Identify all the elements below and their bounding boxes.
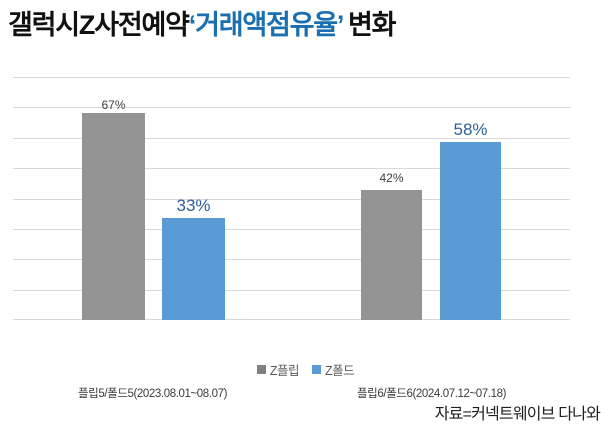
bar-zfold-2023[interactable] xyxy=(162,218,225,320)
category-label-2024: 플립6/폴드6(2024.07.12~07.18) xyxy=(356,388,506,400)
category-label-2023: 플립5/폴드5(2023.08.01~08.07) xyxy=(77,388,227,400)
bar-chart: 67% 33% 42% 58% 플립5/폴드5(2023.08.01~08.07… xyxy=(0,60,611,400)
title-part-2: 변화 xyxy=(342,10,396,40)
gridline xyxy=(13,199,570,200)
data-label-zfold-2024: 58% xyxy=(453,120,488,139)
legend-label-zfold: Z폴드 xyxy=(325,364,355,378)
title-accent-text: ‘거래액점유율’ xyxy=(188,10,344,40)
legend-label-zflip: Z플립 xyxy=(269,364,300,378)
chart-plot-area: 67% 33% 42% 58% xyxy=(13,77,570,320)
legend-swatch-icon-zflip xyxy=(256,365,266,374)
gridline xyxy=(13,107,570,108)
legend-item-zflip[interactable]: Z플립 xyxy=(256,360,300,379)
axis-baseline xyxy=(13,319,570,320)
bar-zfold-2024[interactable] xyxy=(440,142,501,320)
data-label-zflip-2023: 67% xyxy=(101,98,126,112)
data-label-zflip-2024: 42% xyxy=(379,171,404,185)
chart-legend: Z플립 Z폴드 xyxy=(0,360,611,379)
page-title: 갤럭시Z사전예약‘거래액점유율’ 변화 xyxy=(8,6,603,46)
legend-swatch-icon-zfold xyxy=(312,365,321,374)
data-label-zfold-2023: 33% xyxy=(176,196,211,215)
gridline xyxy=(13,290,570,291)
gridline xyxy=(13,259,570,260)
source-attribution: 자료=커넥트웨이브 다나와 xyxy=(434,406,601,423)
legend-item-zfold[interactable]: Z폴드 xyxy=(312,360,355,379)
gridline xyxy=(13,138,570,139)
gridline xyxy=(13,77,570,78)
gridline xyxy=(13,168,570,169)
gridline xyxy=(13,229,570,230)
title-part-1: 갤럭시Z사전예약 xyxy=(8,10,190,40)
bar-zflip-2024[interactable] xyxy=(361,190,422,320)
bar-zflip-2023[interactable] xyxy=(82,113,145,320)
